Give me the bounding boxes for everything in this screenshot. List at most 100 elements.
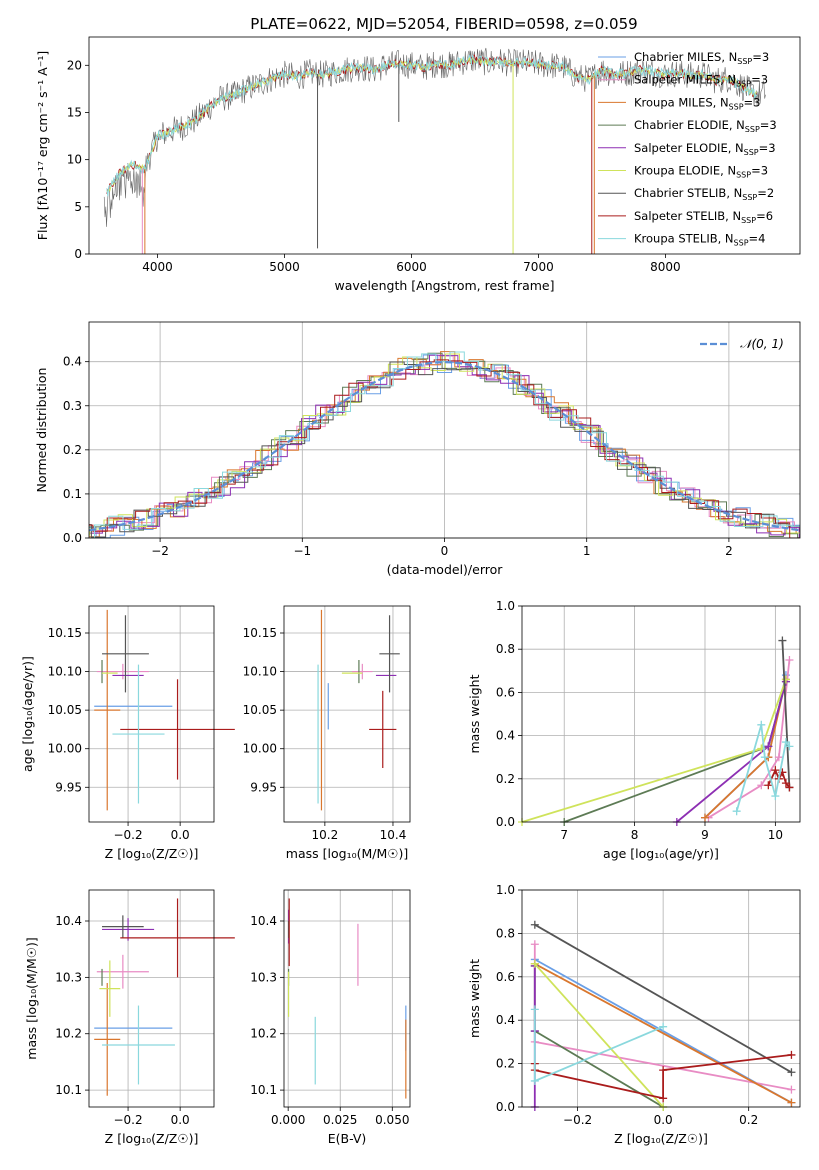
series-kroupa-miles <box>700 675 790 822</box>
errorbar-kroupa-stelib <box>112 664 165 804</box>
legend-label-count: =2 <box>757 186 774 200</box>
y-tick-label: 10.3 <box>250 970 277 984</box>
x-tick-label: 5000 <box>269 260 300 274</box>
series-kroupa-stelib <box>732 720 794 816</box>
gridlines-age_vs_mass <box>284 606 410 822</box>
errorbar-salpeter-stelib <box>120 898 235 978</box>
series-salpeter-miles <box>704 656 794 822</box>
series-chabrier-miles <box>700 671 790 822</box>
spectrum-series-group <box>103 47 766 254</box>
histogram-salpeter-stelib <box>89 359 800 538</box>
legend-label-subscript: SSP <box>744 148 759 157</box>
series-chabrier-stelib <box>530 920 796 1077</box>
y-tick-label: 0.2 <box>63 443 82 457</box>
x-tick-label: 0.0 <box>654 1113 673 1127</box>
errorbar-salpeter-stelib <box>120 679 235 780</box>
legend-label-subscript: SSP <box>734 239 749 248</box>
residual-histograms <box>89 351 800 538</box>
y-tick-label: 10.1 <box>250 1083 277 1097</box>
gridlines-age_vs_z <box>89 606 214 822</box>
y-tick-label: 10.15 <box>48 626 82 640</box>
y-tick-label: 0.3 <box>63 399 82 413</box>
axes-weight_vs_z: −0.2 0.0 0.2 0.0 0.2 0.4 0.6 0.8 1.0 Z [log₁₀(Z/Z… <box>467 883 800 1146</box>
errorbar-kroupa-elodie <box>99 960 121 1017</box>
x-tick-label: 0.000 <box>271 1113 305 1127</box>
series-line <box>704 679 787 819</box>
point-marker <box>787 1098 796 1107</box>
plot-frame <box>88 36 801 255</box>
errorbar-salpeter-elodie <box>102 918 155 941</box>
y-tick-label: 5 <box>74 200 82 214</box>
series-line <box>534 923 792 1074</box>
y-tick-label: 0.0 <box>63 531 82 545</box>
axes-age_vs_mass: 10.2 10.4 9.95 10.00 10.05 10.10 10.15 mass [lo… <box>243 606 410 861</box>
histogram-kroupa-stelib <box>89 351 800 538</box>
point-marker <box>530 940 539 949</box>
axes-residuals: −2 −1 0 1 2 0.0 0.1 0.2 0.3 0.4 (data-model)/error… <box>34 322 800 577</box>
x-tick-label: 7000 <box>523 260 554 274</box>
point-marker <box>781 779 790 788</box>
y-tick-label: 9.95 <box>250 780 277 794</box>
y-tick-label: 10.1 <box>55 1083 82 1097</box>
point-marker <box>530 959 539 968</box>
series-kroupa-stelib <box>530 1005 668 1085</box>
errorbar-salpeter-miles <box>96 954 149 989</box>
point-marker <box>785 656 794 664</box>
y-tick-label: 10 <box>67 153 82 167</box>
x-tick-label: 0 <box>441 544 449 558</box>
legend-label-count: =3 <box>752 50 769 64</box>
errorbar-salpeter-stelib <box>369 690 397 768</box>
point-marker <box>659 1022 668 1031</box>
y-tick-label: 0.2 <box>496 1057 515 1071</box>
legend-label-text: Chabrier MILES, N <box>634 50 737 64</box>
point-marker <box>787 1085 796 1094</box>
point-marker <box>787 1068 796 1077</box>
y-tick-label: 10.4 <box>55 914 82 928</box>
histogram-chabrier-elodie <box>89 352 800 538</box>
x-tick-label: 0.0 <box>171 1113 190 1127</box>
point-marker <box>781 675 790 684</box>
y-tick-label: 0.1 <box>63 487 82 501</box>
series-kroupa-elodie <box>518 675 790 826</box>
point-marker <box>785 742 794 751</box>
histogram-chabrier-stelib <box>89 361 800 538</box>
x-tick-label: 0.0 <box>171 828 190 842</box>
axes-weight_vs_age: 7 8 9 10 0.0 0.2 0.4 0.6 0.8 1.0 age [log₁₀(age/yr… <box>467 599 800 861</box>
legend-label-text: Kroupa STELIB, N <box>634 232 734 246</box>
y-axis-label: age [log₁₀(age/yr)] <box>20 656 35 772</box>
errorbar-kroupa-stelib <box>102 1005 175 1085</box>
figure-title: PLATE=0622, MJD=52054, FIBERID=0598, z=0… <box>250 15 637 33</box>
errorbar-kroupa-miles <box>94 609 121 811</box>
series-line <box>708 659 791 819</box>
x-axis-label: Z [log₁₀(Z/Z☉)] <box>614 1131 708 1146</box>
legend-label-normal: 𝒩(0, 1) <box>740 337 784 351</box>
legend-label: Kroupa STELIB, NSSP=4 <box>634 232 765 248</box>
legend-label-count: =6 <box>756 209 773 223</box>
legend-label-subscript: SSP <box>736 80 751 89</box>
x-tick-label: 6000 <box>396 260 427 274</box>
gridlines-mass_vs_ebv <box>284 890 410 1107</box>
x-tick-label: 0.2 <box>739 1113 758 1127</box>
plot-frame <box>88 321 801 539</box>
point-marker <box>732 807 741 816</box>
series-kroupa-stelib <box>106 54 758 197</box>
series-chabrier-elodie <box>560 677 790 826</box>
point-marker <box>774 753 783 762</box>
y-tick-label: 1.0 <box>496 883 515 897</box>
legend-label: Kroupa ELODIE, NSSP=3 <box>634 164 768 180</box>
point-marker <box>781 738 790 747</box>
x-tick-label: −0.2 <box>113 1113 142 1127</box>
axes-age_vs_z: −0.2 0.0 9.95 10.00 10.05 10.10 10.15 Z [log₁₀(… <box>20 606 235 861</box>
y-tick-label: 0 <box>74 247 82 261</box>
point-marker <box>757 720 766 729</box>
errorbar-kroupa-miles <box>94 983 121 1096</box>
y-tick-label: 10.10 <box>243 665 277 679</box>
point-marker <box>764 742 773 751</box>
point-marker <box>771 792 780 801</box>
point-marker <box>771 766 780 775</box>
y-tick-label: 0.8 <box>496 926 515 940</box>
y-tick-label: 9.95 <box>55 780 82 794</box>
errorbar-chabrier-stelib <box>102 615 149 693</box>
